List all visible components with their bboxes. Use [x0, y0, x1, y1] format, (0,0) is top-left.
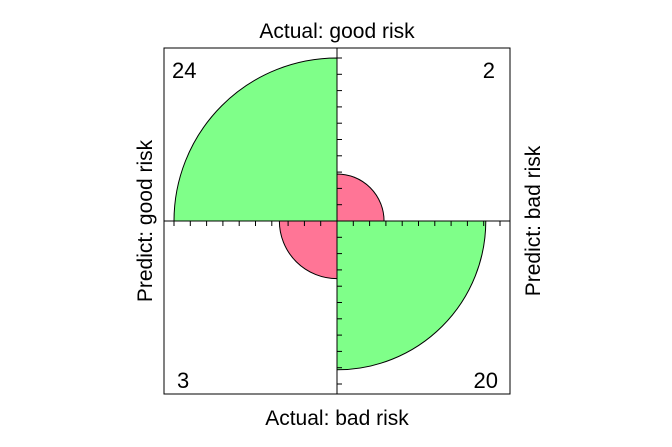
count-label-bottom-right: 20 — [474, 368, 498, 393]
count-label-bottom-left: 3 — [177, 368, 189, 393]
count-label-top-right: 2 — [483, 58, 495, 83]
sector-top-left — [173, 57, 338, 222]
count-label-top-left: 24 — [172, 58, 196, 83]
left-label: Predict: good risk — [134, 139, 157, 302]
right-label: Predict: bad risk — [522, 145, 545, 296]
top-label: Actual: good risk — [259, 20, 415, 43]
sector-bottom-right — [336, 220, 487, 371]
bottom-label: Actual: bad risk — [265, 407, 409, 430]
sector-bottom-left — [278, 220, 338, 280]
sector-top-right — [336, 173, 385, 222]
